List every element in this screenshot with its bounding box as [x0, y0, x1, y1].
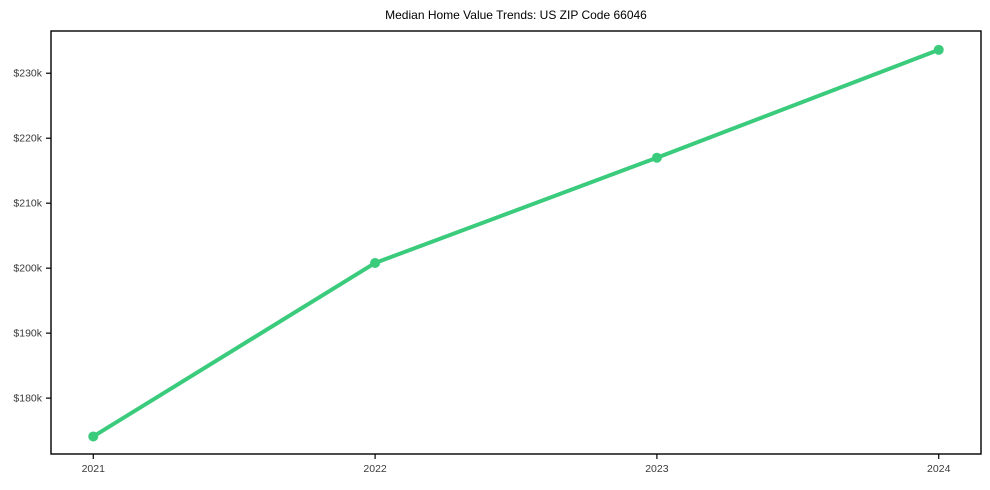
data-point-2023 — [651, 152, 662, 163]
y-tick-label: $210k — [13, 198, 42, 210]
y-tick-label: $200k — [13, 263, 42, 275]
x-tick-label: 2021 — [82, 463, 106, 475]
x-tick-label: 2024 — [927, 463, 951, 475]
y-tick-label: $190k — [13, 328, 42, 340]
plot-frame — [50, 30, 982, 455]
data-point-2024 — [933, 44, 944, 55]
y-tick-label: $230k — [13, 68, 42, 80]
data-point-2022 — [370, 257, 381, 268]
x-tick-label: 2022 — [363, 463, 387, 475]
y-tick-label: $180k — [13, 393, 42, 405]
y-tick-label: $220k — [13, 133, 42, 145]
x-tick-label: 2023 — [645, 463, 669, 475]
data-point-2021 — [88, 431, 99, 442]
trend-line — [91, 47, 941, 439]
chart-title: Median Home Value Trends: US ZIP Code 66… — [385, 8, 647, 22]
